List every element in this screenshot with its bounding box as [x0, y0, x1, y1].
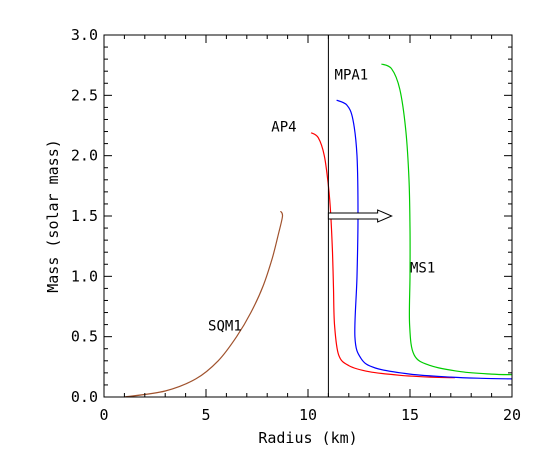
markers-layer	[327, 35, 393, 397]
y-axis-label: Mass (solar mass)	[44, 139, 62, 293]
series-label-ap4: AP4	[271, 120, 296, 136]
x-tick-label: 15	[401, 406, 419, 424]
y-tick-label: 2.5	[71, 86, 98, 104]
series-line-mpa1	[336, 99, 513, 380]
series-label-sqm1: SQM1	[208, 319, 242, 335]
x-tick-label: 10	[299, 406, 317, 424]
ticks-layer	[103, 34, 513, 398]
y-tick-label: 1.0	[71, 267, 98, 285]
y-tick-label: 0.5	[71, 328, 98, 346]
x-tick-label: 5	[201, 406, 210, 424]
curves-layer	[124, 63, 513, 398]
labels-layer: 0 5 10 15 20 0.0 0.5 1.0 1.5 2.0 2.5 3.0 SQM1 AP4 MPA1…	[71, 26, 521, 424]
series-line-ms1	[381, 63, 513, 376]
x-axis-label: Radius (km)	[258, 429, 357, 447]
y-tick-label: 1.5	[71, 207, 98, 225]
plot-frame	[103, 34, 513, 398]
x-tick-label: 0	[99, 406, 108, 424]
series-line-ap4	[310, 132, 455, 379]
x-tick-label: 20	[503, 406, 521, 424]
series-line-sqm1	[124, 210, 284, 398]
series-label-mpa1: MPA1	[335, 68, 369, 84]
series-label-ms1: MS1	[410, 261, 435, 277]
arrow-marker	[327, 209, 393, 223]
y-tick-label: 3.0	[71, 26, 98, 44]
y-tick-label: 2.0	[71, 147, 98, 165]
y-tick-label: 0.0	[71, 388, 98, 406]
